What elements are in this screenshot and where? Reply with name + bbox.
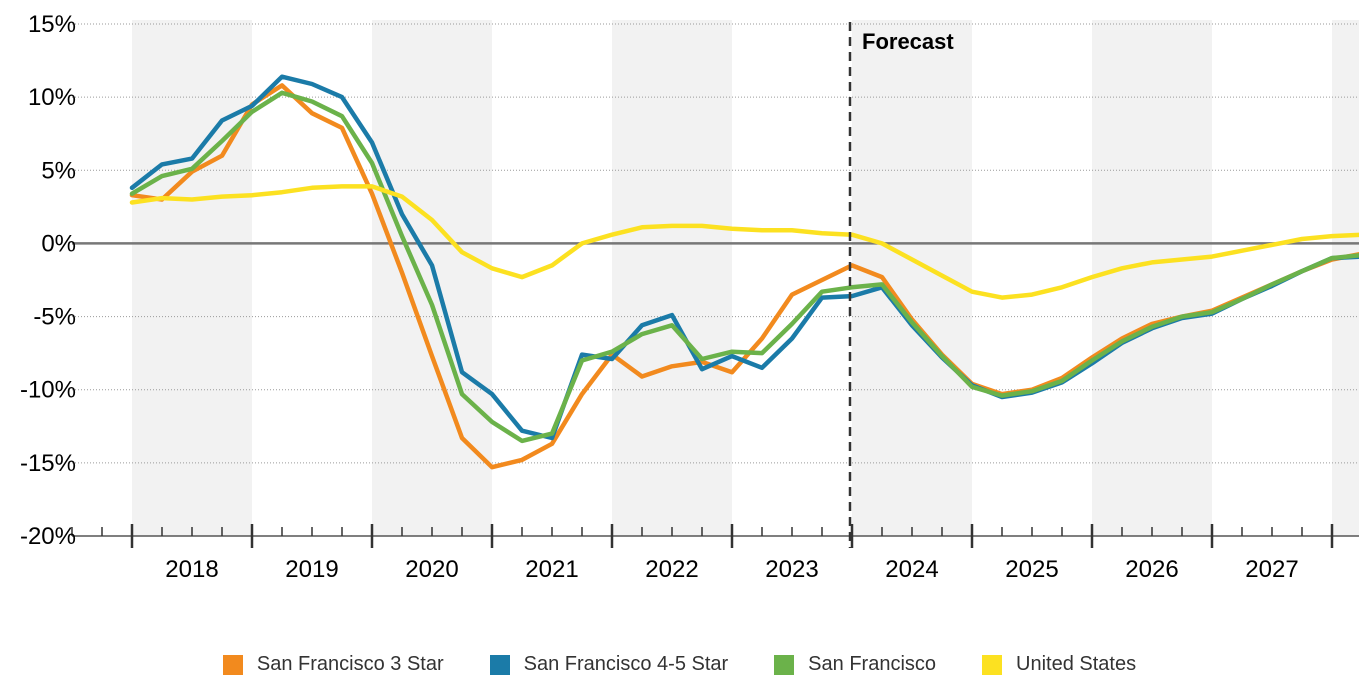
legend-item-san-francisco: San Francisco	[774, 653, 936, 676]
legend-item-united-states: United States	[982, 653, 1136, 676]
legend-swatch	[982, 654, 1003, 675]
legend-swatch	[774, 654, 795, 675]
y-tick-label: -5%	[33, 304, 76, 331]
year-band-edge	[1332, 20, 1359, 536]
forecast-label: Forecast	[862, 29, 954, 54]
legend-label: San Francisco	[808, 653, 937, 675]
x-tick-label: 2027	[1245, 556, 1298, 583]
legend: San Francisco 3 Star San Francisco 4-5 S…	[0, 650, 1359, 679]
y-tick-label: -10%	[20, 377, 76, 404]
year-band-2024	[852, 20, 972, 536]
x-tick-label: 2018	[165, 556, 218, 583]
y-tick-label: -20%	[20, 523, 76, 550]
y-tick-label: 15%	[28, 11, 76, 38]
y-tick-label: 5%	[41, 157, 76, 184]
x-tick-label: 2023	[765, 556, 818, 583]
y-axis: 15% 10% 5% 0% -5% -10% -15% -20%	[20, 11, 76, 550]
year-band-2026	[1092, 20, 1212, 536]
y-tick-label: -15%	[20, 450, 76, 477]
x-axis: 2018 2019 2020 2021 2022 2023 2024 2025 2026 2027	[71, 524, 1359, 583]
x-tick-label: 2026	[1125, 556, 1178, 583]
x-tick-label: 2022	[645, 556, 698, 583]
gridlines	[72, 23, 1359, 464]
x-tick-label: 2024	[885, 556, 938, 583]
x-tick-label: 2025	[1005, 556, 1058, 583]
legend-swatch	[222, 654, 243, 675]
legend-swatch	[489, 654, 510, 675]
x-tick-label: 2021	[525, 556, 578, 583]
y-tick-label: 0%	[41, 230, 76, 257]
series-lines	[129, 74, 1359, 470]
chart-svg: 2018 2019 2020 2021 2022 2023 2024 2025 2026 2027…	[20, 11, 1359, 583]
series-line-united-states	[129, 184, 1359, 300]
legend-label: San Francisco 4-5 Star	[523, 653, 729, 675]
x-tick-label: 2019	[285, 556, 338, 583]
legend-label: San Francisco 3 Star	[256, 653, 444, 675]
series-line-san-francisco	[129, 90, 1359, 444]
x-tick-label: 2020	[405, 556, 458, 583]
year-shading	[132, 20, 1359, 536]
legend-item-sf-4-5-star: San Francisco 4-5 Star	[489, 653, 729, 676]
series-line-san-francisco-3-star	[129, 83, 1359, 470]
year-band-2022	[612, 20, 732, 536]
legend-label: United States	[1016, 653, 1137, 675]
forecast-marker: Forecast	[848, 22, 954, 548]
legend-item-sf-3-star: San Francisco 3 Star	[222, 653, 444, 676]
y-tick-label: 10%	[28, 84, 76, 111]
year-band-2018	[132, 20, 252, 536]
